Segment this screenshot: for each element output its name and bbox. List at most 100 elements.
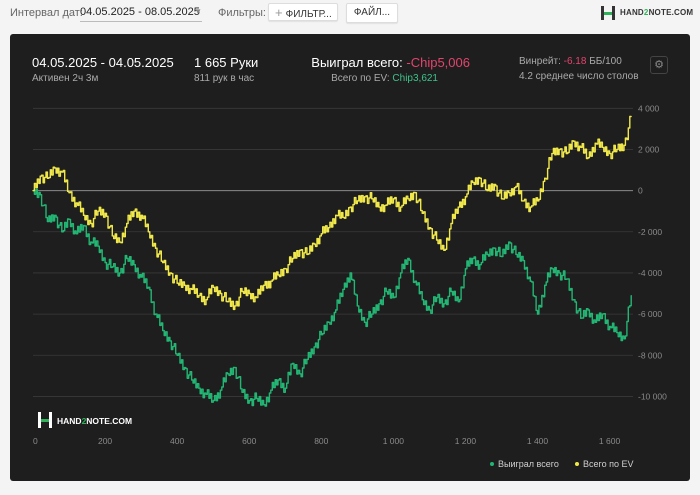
data-point [190,288,193,290]
data-point [399,206,402,208]
total-ev: Всего по EV: Chip3,621 [280,73,438,84]
winrate-label: Винрейт: [519,56,561,67]
data-point [371,198,373,200]
session-range: 04.05.2025 - 04.05.2025 [32,55,174,70]
data-point [306,253,308,256]
watermark-text: HAND2NOTE.COM [57,416,132,426]
winrate-value: -6.18 [563,56,587,67]
data-point [356,305,358,307]
data-point [104,212,106,214]
data-point [154,247,157,249]
data-point [263,404,265,406]
data-point [601,146,603,148]
hands-per-hour: 811 рук в час [194,73,255,84]
data-point [118,241,121,243]
data-point [529,206,531,208]
data-point [176,354,178,356]
data-point [378,303,380,305]
data-point [327,227,330,229]
data-point [342,216,344,218]
data-point [443,249,445,251]
settings-button[interactable]: ⚙ [650,56,668,74]
series-line [33,115,632,311]
hand2note-logo: HAND2NOTE.COM [600,5,693,21]
data-point [616,148,618,151]
data-point [407,198,409,200]
data-point [450,290,452,293]
filters-label: Фильтры: [218,7,266,19]
data-point [90,222,92,225]
data-point [421,212,423,214]
legend-label[interactable]: Выиграл всего [498,459,559,469]
filter-button[interactable]: + ФИЛЬТР... [268,3,338,21]
data-point [140,214,142,216]
file-button[interactable]: ФАЙЛ... [346,3,398,23]
y-tick-label: 0 [638,186,643,196]
data-point [183,284,185,286]
data-point [349,272,351,274]
date-interval-select[interactable]: 04.05.2025 - 08.05.2025 ▼ [80,3,202,22]
data-point [234,305,236,307]
data-point [608,325,611,328]
chart-grid [33,107,633,397]
data-point [46,220,49,223]
x-tick-label: 1 600 [599,436,621,446]
data-point [234,367,236,369]
data-point [212,286,214,288]
data-point [464,268,467,270]
data-point [500,198,503,200]
data-point [133,210,135,212]
data-point [147,286,149,288]
data-point [75,233,77,235]
data-point [529,280,531,282]
data-point [61,171,63,173]
y-tick-label: -8 000 [638,350,662,360]
data-point [169,340,171,342]
data-point [104,262,106,264]
data-point [226,373,229,375]
data-point [82,225,85,227]
data-point [443,303,445,305]
ev-series [32,115,632,311]
chevron-down-icon: ▼ [194,7,202,16]
y-tick-label: -2 000 [638,227,662,237]
data-point [457,206,459,208]
legend-marker [575,462,579,466]
data-point [407,257,409,260]
data-point [536,313,539,315]
data-point [299,249,301,251]
data-point [399,272,402,274]
data-point [515,253,517,256]
data-point [392,297,394,299]
data-point [479,264,481,266]
x-axis-ticks: 0 200 400 600 800 1 000 1 200 1 400 1 600 [33,436,620,446]
data-point [450,222,452,225]
data-point [126,222,128,225]
x-tick-label: 1 400 [527,436,549,446]
data-point [248,399,250,402]
data-point [558,148,560,151]
legend-marker [490,462,494,466]
plus-icon: + [275,5,283,20]
data-point [299,373,301,375]
data-point [616,332,618,334]
active-time: Активен 2ч 3м [32,73,99,84]
filter-button-label: ФИЛЬТР... [285,9,332,20]
data-point [68,218,70,221]
data-point [378,206,380,208]
data-point [190,379,193,381]
data-point [162,262,164,264]
data-point [270,389,272,391]
data-point [594,321,596,323]
legend-label[interactable]: Всего по EV [583,459,633,469]
data-point [277,274,279,276]
data-point [241,391,243,393]
data-point [623,338,625,340]
data-point [212,399,214,402]
data-point [551,268,553,270]
data-point [335,309,337,311]
data-point [472,181,474,183]
data-point [205,299,207,301]
data-point [140,276,142,278]
bankroll-chart: 0 200 400 600 800 1 000 1 200 1 400 1 600 4 000 2… [32,103,667,469]
